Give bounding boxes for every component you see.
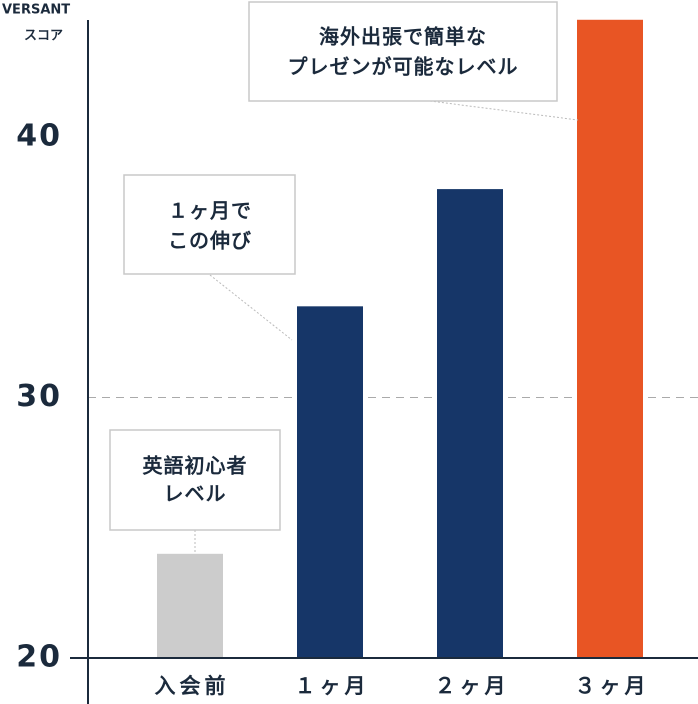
annotation-text: レベル <box>164 482 227 506</box>
x-tick-label: １ヶ月 <box>295 674 370 698</box>
annotation-text: １ヶ月で <box>168 199 252 223</box>
y-tick-label: 20 <box>16 640 62 675</box>
bar <box>297 306 363 658</box>
annotation-text: この伸び <box>168 229 252 253</box>
x-tick-label: ２ヶ月 <box>435 674 510 698</box>
bar <box>157 553 223 658</box>
annotation-text: 海外出張で簡単な <box>319 25 487 49</box>
connector <box>429 100 579 121</box>
annotation-box <box>109 429 281 531</box>
connector <box>209 274 293 341</box>
bar <box>577 19 643 658</box>
x-tick-label: ３ヶ月 <box>575 674 650 698</box>
annotation-text: 英語初心者 <box>143 454 248 478</box>
y-tick-label: 40 <box>16 119 62 154</box>
annotation-text: プレゼンが可能なレベル <box>288 55 519 79</box>
x-tick-label: 入会前 <box>155 674 230 698</box>
bar <box>437 189 503 658</box>
y-tick-label: 30 <box>16 379 62 414</box>
y-axis-label: スコア <box>24 29 63 44</box>
annotation-box <box>123 174 296 275</box>
y-axis-label: VERSANT <box>2 3 70 18</box>
annotation-box <box>248 1 558 102</box>
